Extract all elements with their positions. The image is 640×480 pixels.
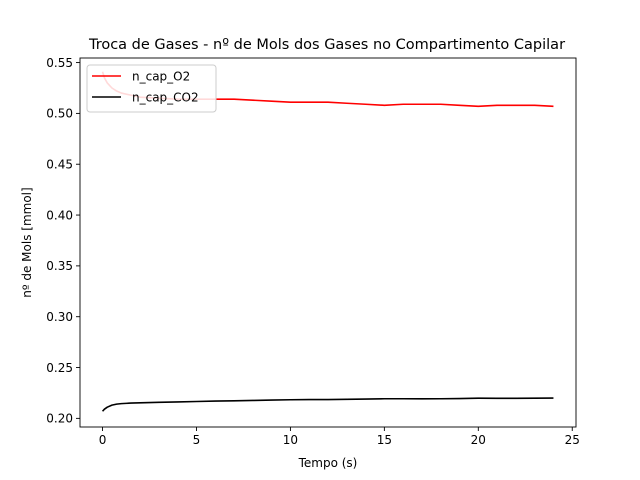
x-tick-label: 15 bbox=[377, 433, 392, 447]
y-tick-label: 0.35 bbox=[46, 259, 73, 273]
series-line-n-cap-co2 bbox=[101, 397, 554, 412]
x-tick-label: 20 bbox=[471, 433, 486, 447]
y-axis: 0.20 0.25 0.30 0.35 0.40 0.45 0.50 0.55 bbox=[46, 56, 80, 426]
y-tick-label: 0.25 bbox=[46, 361, 73, 375]
legend-label: n_cap_CO2 bbox=[132, 90, 199, 104]
y-tick-label: 0.20 bbox=[46, 412, 73, 426]
x-tick-label: 25 bbox=[565, 433, 580, 447]
y-axis-label: nº de Mols [mmol] bbox=[20, 187, 34, 297]
y-tick-label: 0.50 bbox=[46, 107, 73, 121]
x-tick-label: 0 bbox=[99, 433, 107, 447]
x-tick-label: 5 bbox=[193, 433, 201, 447]
x-axis: 0 5 10 15 20 25 bbox=[99, 427, 580, 447]
y-tick-label: 0.45 bbox=[46, 158, 73, 172]
chart-title: Troca de Gases - nº de Mols dos Gases no… bbox=[88, 37, 565, 53]
legend: n_cap_O2 n_cap_CO2 bbox=[86, 64, 217, 113]
x-tick-label: 10 bbox=[283, 433, 298, 447]
plot-area bbox=[79, 57, 577, 428]
y-tick-label: 0.30 bbox=[46, 310, 73, 324]
x-axis-label: Tempo (s) bbox=[298, 456, 358, 470]
y-tick-label: 0.55 bbox=[46, 56, 73, 70]
y-tick-label: 0.40 bbox=[46, 208, 73, 222]
legend-label: n_cap_O2 bbox=[132, 69, 190, 83]
